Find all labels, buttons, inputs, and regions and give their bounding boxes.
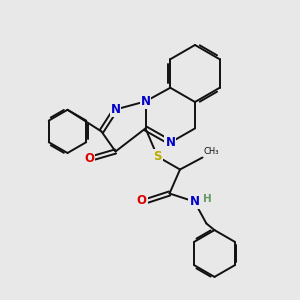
Text: H: H bbox=[202, 194, 211, 204]
Text: N: N bbox=[189, 195, 200, 208]
Text: N: N bbox=[165, 136, 176, 149]
Text: O: O bbox=[136, 194, 147, 208]
Text: O: O bbox=[84, 152, 94, 165]
Text: N: N bbox=[110, 103, 121, 116]
Text: CH₃: CH₃ bbox=[204, 147, 220, 156]
Text: N: N bbox=[140, 95, 151, 108]
Text: S: S bbox=[153, 150, 162, 163]
